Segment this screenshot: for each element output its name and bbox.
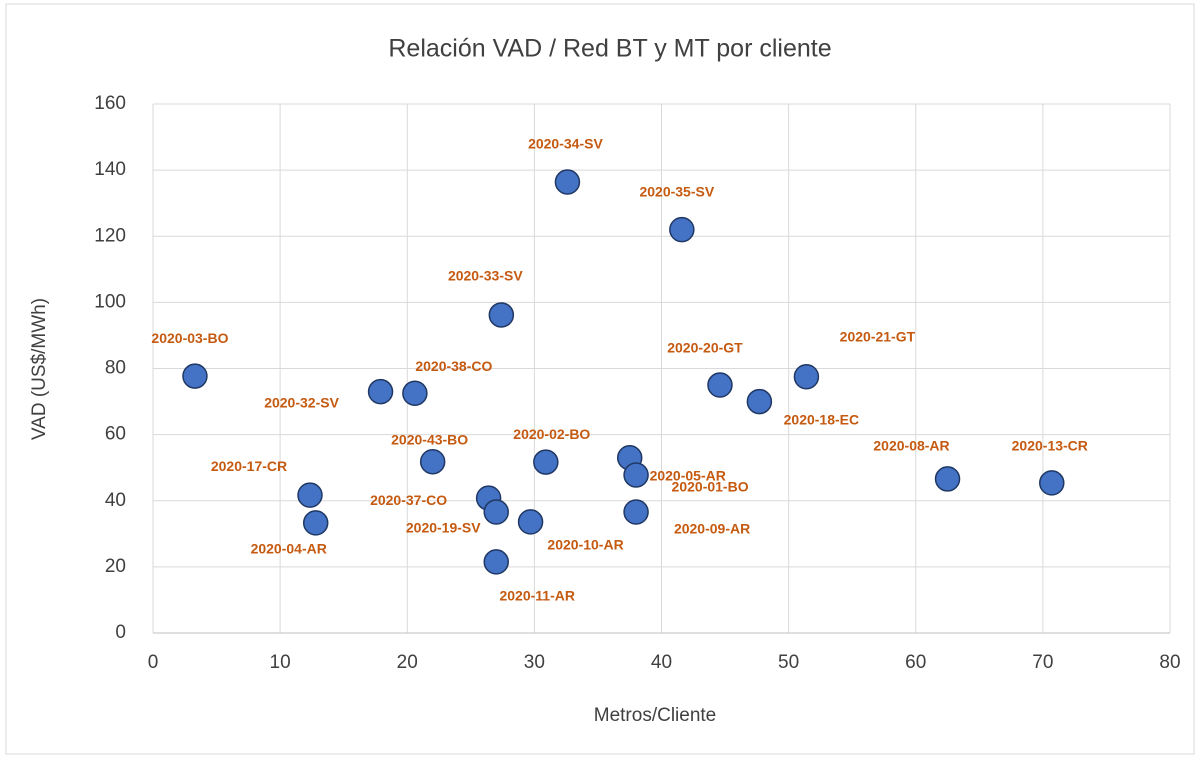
point-label: 2020-08-AR bbox=[873, 438, 949, 454]
x-tick-label: 60 bbox=[905, 652, 926, 673]
point-label: 2020-01-BO bbox=[672, 479, 749, 495]
point bbox=[517, 509, 544, 535]
x-tick-label: 20 bbox=[397, 652, 418, 673]
y-tick-label: 80 bbox=[105, 358, 126, 379]
point bbox=[793, 364, 820, 390]
x-tick-label: 0 bbox=[148, 652, 159, 673]
y-tick-label: 140 bbox=[94, 159, 126, 180]
point-label: 2020-32-SV bbox=[264, 394, 339, 410]
x-tick-label: 80 bbox=[1159, 652, 1180, 673]
x-tick-label: 50 bbox=[778, 652, 799, 673]
x-axis-label: Metros/Cliente bbox=[594, 705, 717, 726]
point-label: 2020-10-AR bbox=[547, 537, 623, 553]
point-label: 2020-04-AR bbox=[251, 541, 327, 557]
y-tick-label: 120 bbox=[94, 225, 126, 246]
point bbox=[302, 510, 329, 536]
point-label: 2020-35-SV bbox=[639, 183, 714, 199]
point bbox=[746, 388, 773, 415]
y-tick-label: 0 bbox=[115, 622, 126, 643]
point bbox=[669, 216, 695, 243]
point-label: 2020-34-SV bbox=[528, 136, 603, 152]
point-label: 2020-02-BO bbox=[513, 426, 590, 442]
y-tick-label: 20 bbox=[105, 556, 126, 577]
point bbox=[554, 169, 581, 195]
point bbox=[533, 449, 559, 475]
x-tick-label: 10 bbox=[270, 652, 291, 673]
point bbox=[419, 448, 446, 475]
point-label: 2020-43-BO bbox=[391, 431, 468, 447]
point-label: 2020-09-AR bbox=[674, 521, 750, 537]
point-label: 2020-21-GT bbox=[840, 328, 916, 344]
point bbox=[934, 466, 961, 492]
point-label: 2020-05-AR bbox=[650, 467, 726, 483]
x-tick-label: 40 bbox=[651, 652, 672, 673]
y-tick-label: 40 bbox=[105, 490, 126, 511]
point bbox=[402, 380, 428, 407]
point-label: 2020-19-SV bbox=[406, 520, 481, 536]
point bbox=[367, 378, 394, 405]
y-tick-label: 60 bbox=[105, 424, 126, 445]
point bbox=[1039, 470, 1065, 496]
chart-title: Relación VAD / Red BT y MT por cliente bbox=[388, 35, 831, 63]
point-label: 2020-18-EC bbox=[784, 411, 860, 427]
point bbox=[623, 462, 649, 488]
point bbox=[488, 302, 515, 328]
point-label: 2020-13-CR bbox=[1012, 438, 1088, 454]
point-label: 2020-33-SV bbox=[448, 268, 523, 284]
point bbox=[483, 499, 509, 525]
point bbox=[297, 482, 323, 508]
point-label: 2020-03-BO bbox=[151, 330, 228, 346]
point-label: 2020-20-GT bbox=[667, 340, 743, 356]
x-tick-label: 70 bbox=[1032, 652, 1053, 673]
point-label: 2020-17-CR bbox=[211, 458, 287, 474]
point bbox=[182, 363, 208, 389]
point-label: 2020-11-AR bbox=[499, 588, 575, 604]
point-label: 2020-37-CO bbox=[370, 492, 447, 508]
y-tick-label: 100 bbox=[94, 291, 126, 312]
y-tick-label: 160 bbox=[94, 93, 126, 114]
point bbox=[623, 499, 649, 525]
point-label: 2020-38-CO bbox=[415, 358, 492, 374]
point bbox=[707, 372, 733, 398]
x-tick-label: 30 bbox=[524, 652, 545, 673]
y-axis-label: VAD (US$/MWh) bbox=[29, 298, 50, 440]
point bbox=[483, 549, 509, 575]
